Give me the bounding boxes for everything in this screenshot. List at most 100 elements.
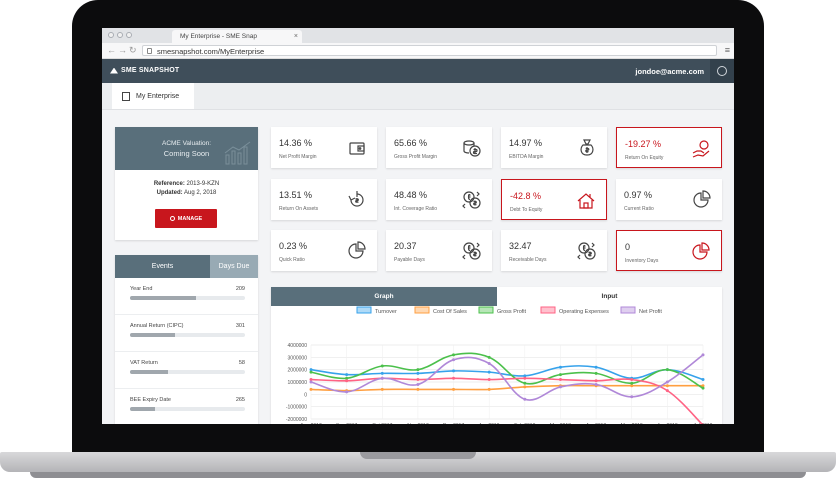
legend-item[interactable]: Gross Profit [478,306,527,315]
data-point[interactable] [452,353,456,357]
data-point[interactable] [594,365,598,369]
data-point[interactable] [594,382,598,386]
kpi-card[interactable]: 0.97 % Current Ratio [616,179,722,220]
data-point[interactable] [452,358,456,362]
window-maximize-icon[interactable] [126,32,132,38]
data-point[interactable] [345,379,349,383]
data-point[interactable] [665,368,669,372]
window-minimize-icon[interactable] [117,32,123,38]
data-point[interactable] [701,378,705,382]
data-point[interactable] [665,380,669,384]
data-point[interactable] [594,371,598,375]
user-email[interactable]: jondoe@acme.com [635,67,704,76]
data-point[interactable] [558,373,562,377]
kpi-card[interactable]: -42.8 % Debt To Equity [501,179,607,220]
updated-label: Updated: [156,190,183,196]
data-point[interactable] [416,387,420,391]
legend-item[interactable]: Net Profit [620,306,662,315]
tab-close-icon[interactable]: × [293,33,298,40]
legend-swatch [414,306,430,314]
data-point[interactable] [380,387,384,391]
data-point[interactable] [701,386,705,390]
data-point[interactable] [630,395,634,399]
tab-graph[interactable]: Graph [271,287,497,306]
data-point[interactable] [594,379,598,383]
kpi-card[interactable]: 0.23 % Quick Ratio [271,230,377,271]
data-point[interactable] [487,378,491,382]
kpi-label: Receivable Days [509,257,547,263]
data-point[interactable] [487,387,491,391]
data-point[interactable] [487,362,491,365]
data-point[interactable] [309,387,313,391]
data-point[interactable] [523,381,527,385]
data-point[interactable] [345,373,349,377]
data-point[interactable] [309,380,313,384]
legend-item[interactable]: Operating Expenses [540,306,609,315]
data-point[interactable] [345,376,349,380]
event-days: 265 [235,397,245,403]
window-close-icon[interactable] [108,32,114,38]
kpi-card[interactable]: 0 Inventory Days [616,230,722,271]
data-point[interactable] [452,369,456,373]
data-point[interactable] [523,376,527,380]
data-point[interactable] [380,371,384,375]
user-settings-icon[interactable] [710,59,734,83]
legend-item[interactable]: Cost Of Sales [414,306,467,315]
back-icon[interactable]: ← [107,45,116,55]
data-point[interactable] [630,381,634,385]
event-row[interactable]: Annual Return (CIPC) 301 [115,315,258,352]
data-point[interactable] [416,368,420,372]
tab-events[interactable]: Events [115,255,210,278]
data-point[interactable] [701,384,705,388]
tab-days-due[interactable]: Days Due [210,255,258,278]
kpi-card[interactable]: 14.36 % Net Profit Margin [271,127,377,168]
event-row[interactable]: Year End 209 [115,278,258,315]
tab-input[interactable]: Input [497,287,722,306]
data-point[interactable] [523,397,527,401]
data-point[interactable] [309,370,313,374]
browser-tab[interactable]: My Enterprise - SME Snap × [172,30,302,43]
manage-button[interactable]: MANAGE [155,209,217,228]
tab-my-enterprise[interactable]: My Enterprise [112,83,194,109]
kpi-card[interactable]: -19.27 % Return On Equity [616,127,722,168]
y-tick-label: 4000000 [288,343,308,349]
data-point[interactable] [345,390,349,394]
financial-line-chart: Turnover Cost Of Sales Gross Profit Operati… [286,306,713,424]
browser-menu-icon[interactable]: ≡ [724,45,730,55]
data-point[interactable] [452,376,456,380]
legend-item[interactable]: Turnover [356,306,397,315]
data-point[interactable] [665,389,669,393]
data-point[interactable] [452,387,456,391]
x-tick-label: Jun 2018 [657,423,678,424]
data-point[interactable] [416,371,420,375]
reload-icon[interactable]: ↻ [129,45,137,55]
data-point[interactable] [665,384,669,388]
kpi-card[interactable]: 65.66 % Gross Profit Margin [386,127,492,168]
data-point[interactable] [701,353,705,357]
data-point[interactable] [523,385,527,389]
data-point[interactable] [558,378,562,382]
kpi-card[interactable]: 48.48 % Int. Coverage Ratio [386,179,492,220]
data-point[interactable] [523,374,527,378]
kpi-card[interactable]: 13.51 % Return On Assets [271,179,377,220]
data-point[interactable] [558,365,562,369]
data-point[interactable] [309,368,313,372]
data-point[interactable] [380,376,384,380]
kpi-card[interactable]: 32.47 Receivable Days [501,230,607,271]
url-input[interactable]: smesnapshot.com/MyEnterprise [142,45,717,56]
data-point[interactable] [380,364,384,368]
event-row[interactable]: VAT Return 58 [115,352,258,389]
data-point[interactable] [630,384,634,388]
data-point[interactable] [487,370,491,374]
data-point[interactable] [630,378,634,382]
event-row[interactable]: BEE Expiry Date 265 [115,389,258,424]
app-logo[interactable]: SME SNAPSHOT [110,67,179,74]
data-point[interactable] [309,378,313,382]
forward-icon[interactable]: → [118,45,127,55]
data-point[interactable] [558,385,562,389]
kpi-card[interactable]: 14.97 % EBITDA Margin [501,127,607,168]
data-point[interactable] [416,378,420,382]
kpi-card[interactable]: 20.37 Payable Days [386,230,492,271]
data-point[interactable] [416,382,420,386]
data-point[interactable] [487,355,491,359]
